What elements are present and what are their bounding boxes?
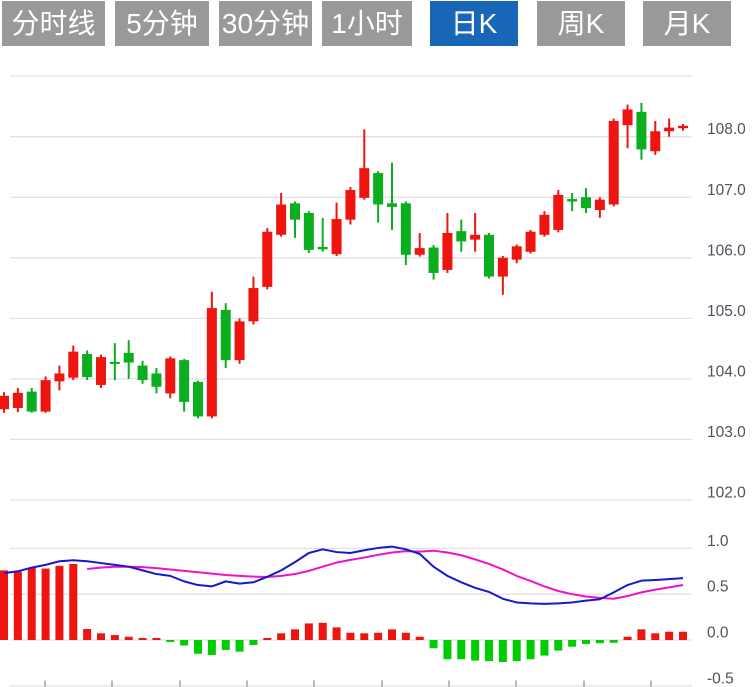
svg-text:106.0: 106.0 (707, 242, 746, 259)
svg-text:105.0: 105.0 (707, 303, 746, 320)
tab-weekly-k[interactable]: 周K (537, 1, 625, 46)
macd-dif-dea-lines (3, 545, 684, 605)
svg-text:103.0: 103.0 (707, 424, 746, 441)
svg-text:108.0: 108.0 (707, 121, 746, 138)
macd-histogram (0, 563, 687, 662)
period-tabbar: 分时线 5分钟 30分钟 1小时 日K 周K 月K (0, 0, 756, 48)
tab-5min[interactable]: 5分钟 (115, 1, 209, 46)
dea-line (87, 549, 684, 600)
price-panel-candles[interactable] (0, 102, 688, 419)
tab-daily-k[interactable]: 日K (430, 1, 518, 46)
tab-1hour[interactable]: 1小时 (322, 1, 412, 46)
svg-text:1.0: 1.0 (707, 533, 729, 550)
svg-text:0.0: 0.0 (707, 625, 729, 642)
gridlines (10, 75, 692, 687)
svg-text:104.0: 104.0 (707, 363, 746, 380)
svg-text:102.0: 102.0 (707, 485, 746, 502)
svg-text:0.5: 0.5 (707, 579, 729, 596)
tab-time-line[interactable]: 分时线 (2, 1, 105, 46)
svg-text:107.0: 107.0 (707, 182, 746, 199)
x-axis-ticks (44, 680, 652, 687)
svg-text:-0.5: -0.5 (707, 670, 734, 687)
tab-monthly-k[interactable]: 月K (643, 1, 731, 46)
dif-line (3, 545, 684, 605)
tab-30min[interactable]: 30分钟 (219, 1, 312, 46)
y-axis-labels: 108.0 107.0 106.0 105.0 104.0 103.0 102.0 1.0 0.… (707, 121, 746, 687)
